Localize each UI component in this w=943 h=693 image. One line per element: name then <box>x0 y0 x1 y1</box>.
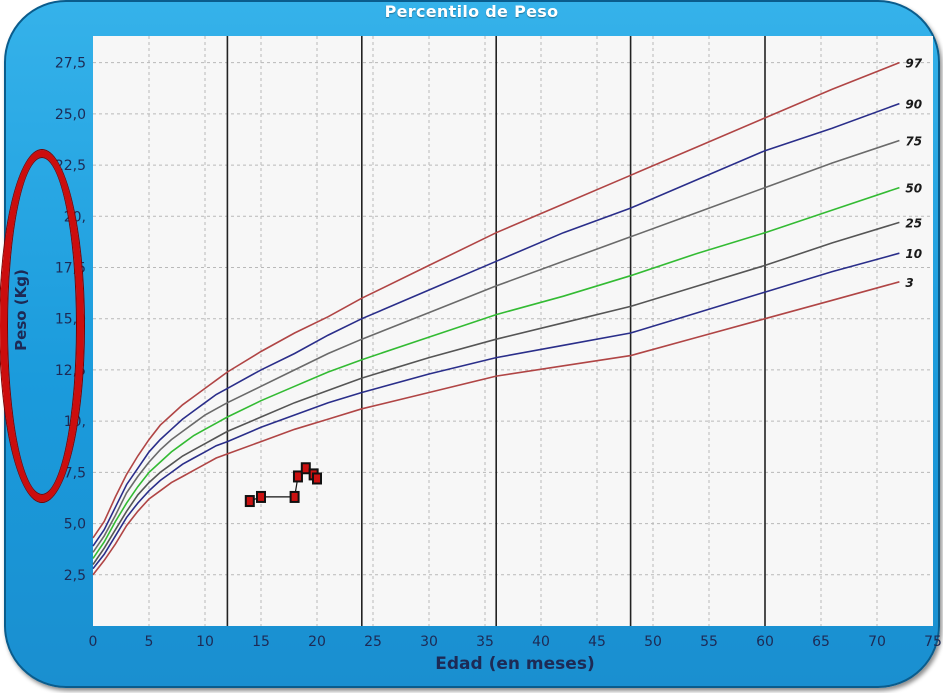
percentile-line-p3 <box>92 281 900 576</box>
x-tick-label: 65 <box>812 634 830 650</box>
x-tick-label: 40 <box>532 634 550 650</box>
y-tick-label: 2,5 <box>64 568 86 584</box>
x-axis-label: Edad (en meses) <box>435 654 595 674</box>
x-tick-label: 70 <box>868 634 886 650</box>
series-layer <box>92 61 900 576</box>
patient-point <box>244 495 255 508</box>
y-tick-label: 22,5 <box>55 158 86 174</box>
y-tick-label: 7,5 <box>64 465 86 481</box>
percentile-labels: 97 90 75 50 25 10 3 <box>905 57 922 290</box>
patient-point <box>289 490 300 503</box>
x-tick-label: 55 <box>700 634 718 650</box>
x-tick-label: 60 <box>756 634 774 650</box>
x-axis-ticks: 0 5 10 15 20 25 30 35 40 45 50 55 60 65 70 75 <box>89 634 942 650</box>
chart-title: Percentilo de Peso <box>384 2 559 21</box>
percentile-label-p25: 25 <box>905 216 922 230</box>
x-tick-label: 75 <box>924 634 942 650</box>
percentile-line-p10 <box>92 252 900 570</box>
y-tick-label: 27,5 <box>55 56 86 72</box>
percentile-label-p75: 75 <box>905 134 922 148</box>
annotation-ellipse <box>0 150 84 502</box>
x-tick-label: 50 <box>644 634 662 650</box>
percentile-label-p10: 10 <box>905 247 922 261</box>
x-tick-label: 15 <box>252 634 270 650</box>
y-tick-label: 25,0 <box>55 107 86 123</box>
percentile-line-p90 <box>92 102 900 547</box>
percentile-line-p25 <box>92 221 900 565</box>
plot-background <box>93 36 933 626</box>
patient-measurements <box>244 462 322 508</box>
percentile-line-p97 <box>92 61 900 539</box>
percentile-label-p97: 97 <box>905 57 922 71</box>
patient-point <box>256 490 266 503</box>
year-lines <box>226 36 766 626</box>
patient-point <box>292 470 303 483</box>
x-tick-label: 30 <box>420 634 438 650</box>
patient-point <box>300 462 311 475</box>
percentile-line-p50 <box>92 186 900 559</box>
x-tick-label: 35 <box>476 634 494 650</box>
x-tick-label: 20 <box>308 634 326 650</box>
patient-point <box>312 472 322 485</box>
x-tick-label: 25 <box>364 634 382 650</box>
x-tick-label: 5 <box>145 634 154 650</box>
percentile-label-p50: 50 <box>905 182 922 196</box>
x-tick-label: 0 <box>89 634 98 650</box>
percentile-label-p3: 3 <box>905 276 913 290</box>
percentile-label-p90: 90 <box>905 98 922 112</box>
x-tick-label: 45 <box>588 634 606 650</box>
y-tick-label: 5,0 <box>64 517 86 533</box>
percentile-line-p75 <box>92 139 900 553</box>
x-tick-label: 10 <box>196 634 214 650</box>
